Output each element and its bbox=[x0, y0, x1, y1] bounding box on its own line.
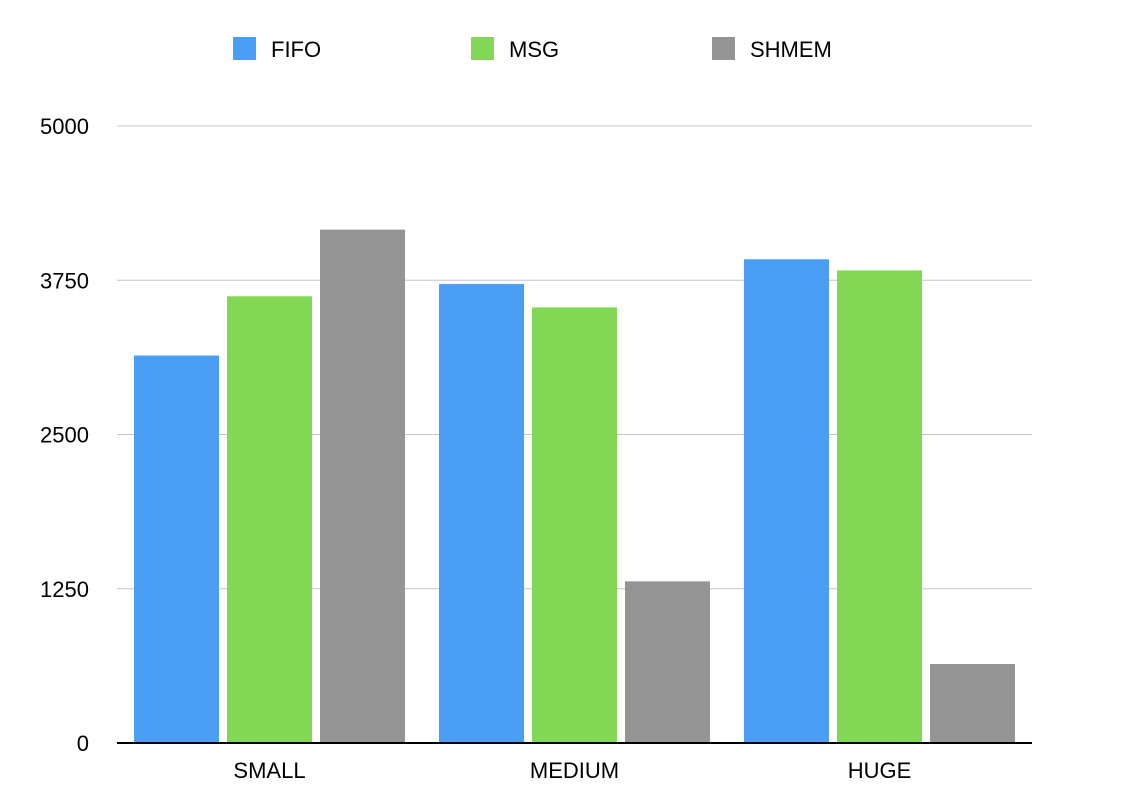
y-tick-label: 2500 bbox=[40, 423, 89, 448]
y-axis-ticks: 0 1250 2500 3750 5000 bbox=[40, 114, 89, 756]
bar-fifo-small bbox=[134, 355, 219, 743]
bar-msg-medium bbox=[532, 307, 617, 743]
bars bbox=[134, 229, 1015, 743]
legend-item-shmem: SHMEM bbox=[712, 37, 832, 62]
y-tick-label: 3750 bbox=[40, 268, 89, 293]
bar-msg-small bbox=[227, 296, 312, 743]
y-tick-label: 5000 bbox=[40, 114, 89, 139]
legend-swatch bbox=[233, 37, 256, 60]
y-tick-label: 0 bbox=[77, 731, 89, 756]
bar-shmem-medium bbox=[625, 581, 710, 743]
legend-swatch bbox=[712, 37, 735, 60]
bar-shmem-huge bbox=[930, 664, 1015, 743]
y-tick-label: 1250 bbox=[40, 577, 89, 602]
legend-item-msg: MSG bbox=[471, 37, 559, 62]
legend: FIFO MSG SHMEM bbox=[233, 37, 832, 62]
bar-shmem-small bbox=[320, 229, 405, 743]
bar-fifo-medium bbox=[439, 283, 524, 743]
legend-label: SHMEM bbox=[750, 37, 832, 62]
legend-swatch bbox=[471, 37, 494, 60]
x-axis-ticks: SMALL MEDIUM HUGE bbox=[233, 758, 911, 783]
x-tick-label: SMALL bbox=[233, 758, 305, 783]
bar-fifo-huge bbox=[744, 259, 829, 743]
legend-label: MSG bbox=[509, 37, 559, 62]
legend-item-fifo: FIFO bbox=[233, 37, 321, 62]
x-tick-label: HUGE bbox=[848, 758, 912, 783]
x-tick-label: MEDIUM bbox=[530, 758, 619, 783]
legend-label: FIFO bbox=[271, 37, 321, 62]
bar-msg-huge bbox=[837, 270, 922, 743]
